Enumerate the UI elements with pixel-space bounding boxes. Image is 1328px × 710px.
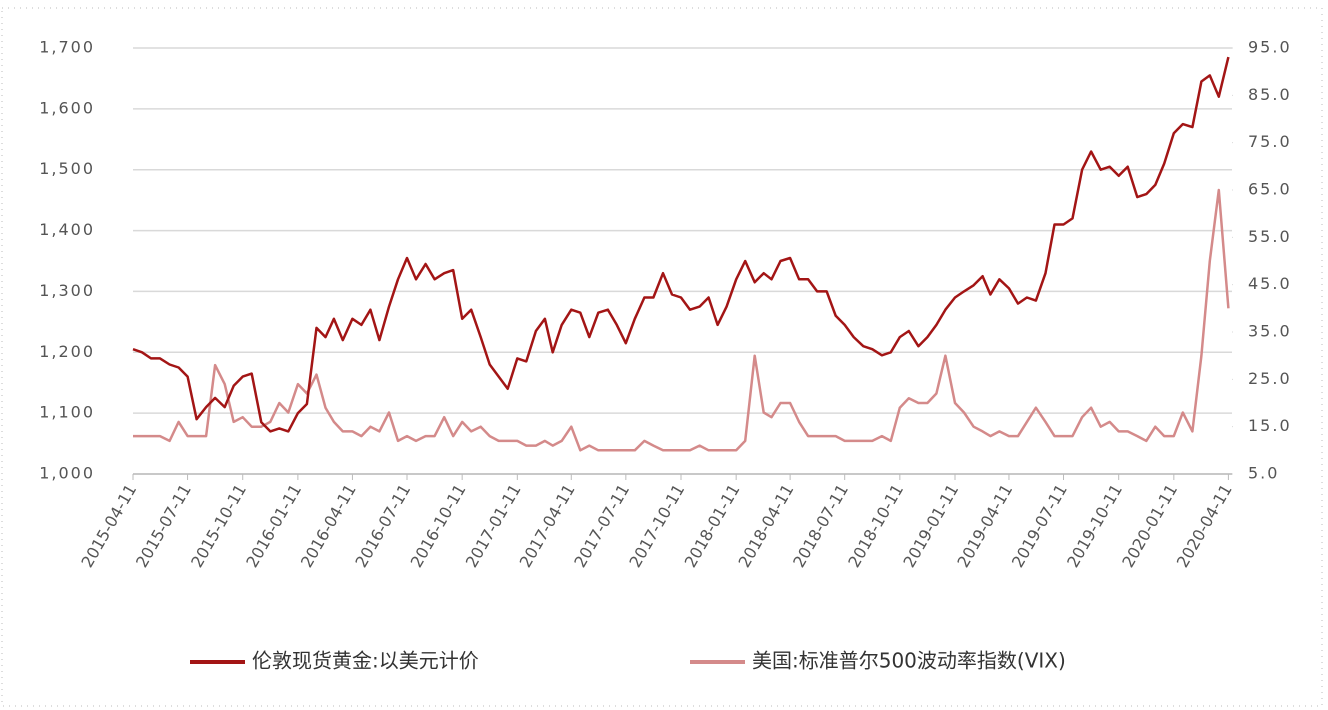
y2-tick-label: 75.0 [1248, 132, 1292, 151]
y2-tick-label: 5.0 [1248, 464, 1279, 483]
y2-tick-label: 15.0 [1248, 416, 1292, 435]
x-tick-label: 2019-07-11 [1008, 481, 1071, 571]
x-tick-label: 2015-07-11 [132, 481, 195, 571]
x-tick-label: 2018-01-11 [681, 481, 744, 571]
x-tick-label: 2019-01-11 [899, 481, 962, 571]
y-tick-label: 1,400 [39, 220, 95, 239]
y2-tick-label: 45.0 [1248, 274, 1292, 293]
x-tick-label: 2018-07-11 [789, 481, 852, 571]
x-tick-label: 2018-04-11 [735, 481, 798, 571]
legend-label: 伦敦现货黄金:以美元计价 [252, 649, 479, 673]
y-tick-label: 1,300 [39, 281, 95, 300]
frame [1, 7, 1323, 707]
x-tick-label: 2017-10-11 [625, 481, 688, 571]
y2-tick-label: 25.0 [1248, 369, 1292, 388]
x-tick-label: 2017-01-11 [462, 481, 525, 571]
y2-tick-label: 65.0 [1248, 180, 1292, 199]
y-tick-label: 1,000 [39, 464, 95, 483]
x-tick-label: 2016-04-11 [297, 481, 360, 571]
series-line [133, 188, 1230, 452]
series-line [132, 56, 1230, 433]
x-tick-label: 2017-07-11 [570, 481, 633, 571]
x-tick-label: 2015-10-11 [187, 481, 250, 571]
x-tick-label: 2020-01-11 [1118, 481, 1181, 571]
y-tick-label: 1,100 [39, 403, 95, 422]
y-tick-label: 1,200 [39, 342, 95, 361]
x-tick-label: 2019-04-11 [953, 481, 1016, 571]
x-tick-label: 2016-07-11 [351, 481, 414, 571]
y2-tick-label: 35.0 [1248, 322, 1292, 341]
y-tick-label: 1,700 [39, 38, 95, 57]
x-tick-label: 2016-10-11 [407, 481, 470, 571]
x-tick-label: 2017-04-11 [516, 481, 579, 571]
y-tick-label: 1,600 [39, 98, 95, 117]
y-tick-label: 1,500 [39, 159, 95, 178]
x-tick-label: 2019-10-11 [1063, 481, 1126, 571]
x-tick-label: 2016-01-11 [242, 481, 305, 571]
x-tick-label: 2020-04-11 [1173, 481, 1236, 571]
x-tick-label: 2018-10-11 [844, 481, 907, 571]
y2-tick-label: 55.0 [1248, 227, 1292, 246]
x-tick-label: 2015-04-11 [77, 481, 140, 571]
y2-tick-label: 95.0 [1248, 38, 1292, 57]
y2-tick-label: 85.0 [1248, 85, 1292, 104]
legend-label: 美国:标准普尔500波动率指数(VIX) [752, 649, 1066, 673]
